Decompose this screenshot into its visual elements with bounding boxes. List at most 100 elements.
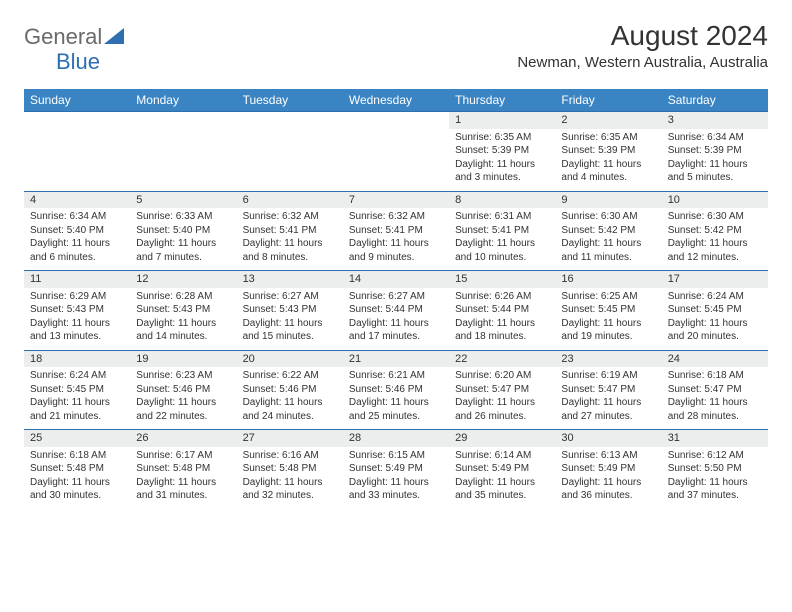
calendar-table: Sunday Monday Tuesday Wednesday Thursday… (24, 89, 768, 509)
day-number-cell: 8 (449, 191, 555, 208)
day-number-cell: 7 (343, 191, 449, 208)
day-info-line: Daylight: 11 hours (243, 476, 337, 490)
day-info-line: and 24 minutes. (243, 410, 337, 424)
day-info-line: Sunrise: 6:16 AM (243, 449, 337, 463)
day-info-line: Sunset: 5:42 PM (668, 224, 762, 238)
day-info-line: Sunrise: 6:17 AM (136, 449, 230, 463)
day-number-cell: 4 (24, 191, 130, 208)
day-info-line: Daylight: 11 hours (136, 476, 230, 490)
day-info-line: Sunset: 5:47 PM (668, 383, 762, 397)
day-info-line: and 10 minutes. (455, 251, 549, 265)
day-info-line: Sunset: 5:45 PM (30, 383, 124, 397)
day-info-line: Sunrise: 6:27 AM (243, 290, 337, 304)
day-info-line: Sunrise: 6:12 AM (668, 449, 762, 463)
day-body-row: Sunrise: 6:18 AMSunset: 5:48 PMDaylight:… (24, 447, 768, 509)
day-info-line: and 5 minutes. (668, 171, 762, 185)
day-body-cell: Sunrise: 6:24 AMSunset: 5:45 PMDaylight:… (662, 288, 768, 351)
month-title: August 2024 (517, 20, 768, 52)
day-body-cell: Sunrise: 6:27 AMSunset: 5:44 PMDaylight:… (343, 288, 449, 351)
day-info-line: Daylight: 11 hours (455, 396, 549, 410)
day-number-row: 123 (24, 112, 768, 129)
day-info-line: Sunrise: 6:27 AM (349, 290, 443, 304)
day-info-line: Sunrise: 6:15 AM (349, 449, 443, 463)
day-body-cell: Sunrise: 6:34 AMSunset: 5:39 PMDaylight:… (662, 129, 768, 192)
day-number-cell (130, 112, 236, 129)
logo-triangle-icon (104, 26, 124, 49)
day-info-line: Daylight: 11 hours (243, 237, 337, 251)
day-info-line: Sunrise: 6:19 AM (561, 369, 655, 383)
day-body-cell: Sunrise: 6:31 AMSunset: 5:41 PMDaylight:… (449, 208, 555, 271)
day-info-line: Sunrise: 6:18 AM (668, 369, 762, 383)
day-body-cell: Sunrise: 6:32 AMSunset: 5:41 PMDaylight:… (343, 208, 449, 271)
day-info-line: Sunrise: 6:34 AM (668, 131, 762, 145)
day-number-cell: 9 (555, 191, 661, 208)
day-body-cell: Sunrise: 6:29 AMSunset: 5:43 PMDaylight:… (24, 288, 130, 351)
day-info-line: and 12 minutes. (668, 251, 762, 265)
day-info-line: Daylight: 11 hours (668, 396, 762, 410)
day-body-row: Sunrise: 6:34 AMSunset: 5:40 PMDaylight:… (24, 208, 768, 271)
day-number-cell: 30 (555, 430, 661, 447)
day-info-line: and 28 minutes. (668, 410, 762, 424)
day-body-cell: Sunrise: 6:27 AMSunset: 5:43 PMDaylight:… (237, 288, 343, 351)
day-number-cell (24, 112, 130, 129)
day-number-cell: 26 (130, 430, 236, 447)
day-info-line: Sunset: 5:47 PM (455, 383, 549, 397)
day-info-line: Sunset: 5:45 PM (668, 303, 762, 317)
day-info-line: and 21 minutes. (30, 410, 124, 424)
day-number-row: 18192021222324 (24, 350, 768, 367)
day-info-line: Daylight: 11 hours (30, 317, 124, 331)
day-info-line: Sunrise: 6:34 AM (30, 210, 124, 224)
day-number-cell: 31 (662, 430, 768, 447)
day-number-cell: 24 (662, 350, 768, 367)
day-body-cell: Sunrise: 6:20 AMSunset: 5:47 PMDaylight:… (449, 367, 555, 430)
day-number-row: 45678910 (24, 191, 768, 208)
day-body-row: Sunrise: 6:29 AMSunset: 5:43 PMDaylight:… (24, 288, 768, 351)
day-body-cell: Sunrise: 6:18 AMSunset: 5:48 PMDaylight:… (24, 447, 130, 509)
day-info-line: Daylight: 11 hours (561, 396, 655, 410)
weekday-header: Wednesday (343, 89, 449, 112)
day-number-cell: 29 (449, 430, 555, 447)
day-body-cell: Sunrise: 6:13 AMSunset: 5:49 PMDaylight:… (555, 447, 661, 509)
day-number-cell: 25 (24, 430, 130, 447)
day-number-cell: 11 (24, 271, 130, 288)
day-info-line: and 6 minutes. (30, 251, 124, 265)
day-body-cell: Sunrise: 6:24 AMSunset: 5:45 PMDaylight:… (24, 367, 130, 430)
day-number-cell: 10 (662, 191, 768, 208)
day-info-line: Sunrise: 6:24 AM (668, 290, 762, 304)
day-body-cell (237, 129, 343, 192)
day-number-cell: 6 (237, 191, 343, 208)
day-body-cell: Sunrise: 6:35 AMSunset: 5:39 PMDaylight:… (449, 129, 555, 192)
day-number-row: 11121314151617 (24, 271, 768, 288)
day-info-line: and 14 minutes. (136, 330, 230, 344)
day-info-line: Daylight: 11 hours (136, 396, 230, 410)
day-info-line: and 22 minutes. (136, 410, 230, 424)
day-info-line: Sunrise: 6:23 AM (136, 369, 230, 383)
day-info-line: Sunset: 5:39 PM (455, 144, 549, 158)
day-info-line: Sunset: 5:43 PM (243, 303, 337, 317)
day-info-line: and 15 minutes. (243, 330, 337, 344)
day-number-cell: 3 (662, 112, 768, 129)
weekday-header: Monday (130, 89, 236, 112)
day-info-line: Daylight: 11 hours (561, 237, 655, 251)
day-number-cell (343, 112, 449, 129)
day-number-cell (237, 112, 343, 129)
day-info-line: Sunset: 5:39 PM (668, 144, 762, 158)
day-body-cell: Sunrise: 6:21 AMSunset: 5:46 PMDaylight:… (343, 367, 449, 430)
day-number-cell: 13 (237, 271, 343, 288)
day-number-cell: 27 (237, 430, 343, 447)
day-info-line: Daylight: 11 hours (349, 476, 443, 490)
day-info-line: Sunset: 5:43 PM (136, 303, 230, 317)
day-info-line: Sunrise: 6:35 AM (455, 131, 549, 145)
day-body-cell: Sunrise: 6:26 AMSunset: 5:44 PMDaylight:… (449, 288, 555, 351)
day-body-cell: Sunrise: 6:14 AMSunset: 5:49 PMDaylight:… (449, 447, 555, 509)
day-info-line: and 9 minutes. (349, 251, 443, 265)
day-body-cell: Sunrise: 6:32 AMSunset: 5:41 PMDaylight:… (237, 208, 343, 271)
day-number-cell: 23 (555, 350, 661, 367)
day-info-line: Sunset: 5:44 PM (455, 303, 549, 317)
day-info-line: Daylight: 11 hours (349, 317, 443, 331)
day-body-row: Sunrise: 6:35 AMSunset: 5:39 PMDaylight:… (24, 129, 768, 192)
day-number-cell: 16 (555, 271, 661, 288)
day-body-cell: Sunrise: 6:28 AMSunset: 5:43 PMDaylight:… (130, 288, 236, 351)
day-info-line: Daylight: 11 hours (243, 396, 337, 410)
day-info-line: and 37 minutes. (668, 489, 762, 503)
